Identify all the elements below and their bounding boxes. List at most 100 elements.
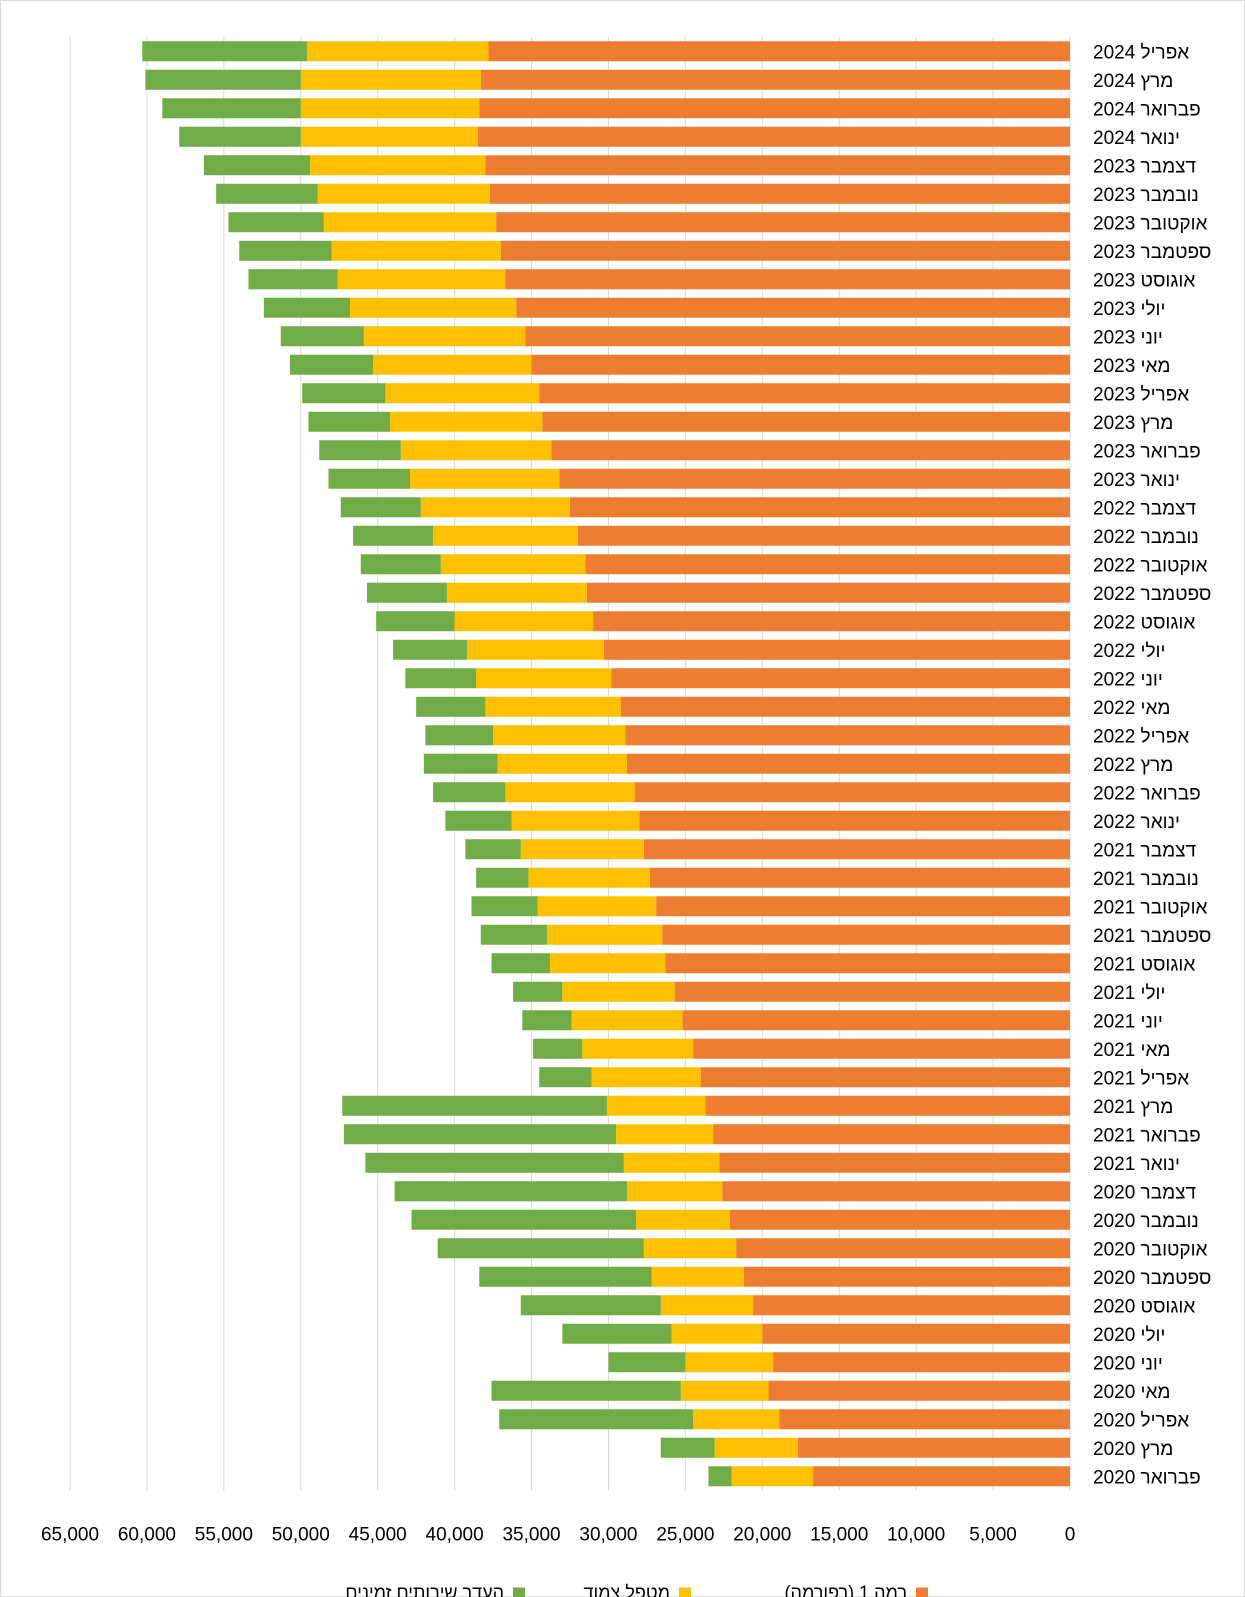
bar-segment-1 xyxy=(713,1124,1070,1145)
bar-segment-2 xyxy=(685,1352,774,1373)
x-axis-ticks: 65,000 60,000 55,000 50,000 45,000 40,000 35,0… xyxy=(41,1525,1075,1546)
bar-segment-3 xyxy=(162,98,301,119)
bar-segment-3 xyxy=(513,981,563,1002)
bar-segment-3 xyxy=(499,1409,694,1430)
bar-segment-3 xyxy=(248,269,338,290)
bar-segment-3 xyxy=(476,867,529,888)
bar-segment-3 xyxy=(394,1181,627,1202)
category-label: ספטמבר 2023 xyxy=(1093,242,1211,263)
category-label: ינואר 2022 xyxy=(1093,812,1180,833)
bar-segment-2 xyxy=(520,839,644,860)
bar-segment-3 xyxy=(479,1266,652,1287)
bar-segment-3 xyxy=(520,1295,661,1316)
category-label: ינואר 2023 xyxy=(1093,470,1180,491)
bar-segment-2 xyxy=(546,924,663,945)
bar-segment-3 xyxy=(290,354,374,375)
bar-segment-2 xyxy=(571,1010,683,1031)
bar-segment-3 xyxy=(239,240,332,261)
bar-segment-3 xyxy=(393,639,467,660)
bar-segment-3 xyxy=(228,212,324,233)
bar-segment-2 xyxy=(433,525,578,546)
bar-segment-2 xyxy=(537,896,657,917)
x-tick-label: 15,000 xyxy=(810,1525,868,1546)
bar-segment-2 xyxy=(331,240,501,261)
bar-segment-3 xyxy=(366,582,447,603)
bar-segment-1 xyxy=(542,411,1070,432)
category-label: דצמבר 2020 xyxy=(1093,1182,1196,1203)
bar-segment-3 xyxy=(145,69,301,90)
category-label: מרץ 2020 xyxy=(1093,1439,1173,1460)
category-label: יוני 2021 xyxy=(1093,1011,1163,1032)
bar-segment-2 xyxy=(660,1295,754,1316)
bar-segment-1 xyxy=(743,1266,1070,1287)
category-label: אוקטובר 2023 xyxy=(1093,213,1208,234)
category-label: אפריל 2020 xyxy=(1093,1410,1189,1431)
bar-segment-1 xyxy=(768,1380,1070,1401)
category-label: יולי 2023 xyxy=(1093,299,1165,320)
bar-segment-3 xyxy=(280,326,364,347)
category-label: ינואר 2021 xyxy=(1093,1154,1180,1175)
bar-segment-3 xyxy=(142,41,307,62)
bar-segment-3 xyxy=(708,1466,732,1487)
legend-label: מטפל צמוד xyxy=(584,1583,670,1597)
bar-segment-2 xyxy=(300,69,481,90)
bar-segment-2 xyxy=(446,582,587,603)
category-label: מאי 2023 xyxy=(1093,356,1170,377)
bar-segment-2 xyxy=(373,354,532,375)
bar-segment-2 xyxy=(300,126,478,147)
bar-segment-1 xyxy=(505,269,1070,290)
bar-segment-1 xyxy=(490,183,1070,204)
bar-segment-3 xyxy=(562,1323,672,1344)
bar-segment-2 xyxy=(623,1152,720,1173)
bar-segment-3 xyxy=(480,924,547,945)
category-label: מרץ 2021 xyxy=(1093,1097,1173,1118)
bar-segment-3 xyxy=(411,1209,637,1230)
bar-segment-3 xyxy=(437,1238,644,1259)
bar-segment-2 xyxy=(636,1209,730,1230)
bar-segment-1 xyxy=(797,1437,1070,1458)
category-label: פברואר 2021 xyxy=(1093,1125,1201,1146)
bar-segment-1 xyxy=(477,126,1070,147)
bar-segment-2 xyxy=(562,981,675,1002)
bar-segment-1 xyxy=(611,668,1070,689)
legend: רמה 1 (רפורמה) מטפל צמוד העדר שירותים זמינ… xyxy=(345,1583,928,1597)
bar-segment-3 xyxy=(533,1038,583,1059)
bar-segment-2 xyxy=(493,725,626,746)
x-tick-label: 60,000 xyxy=(118,1525,176,1546)
bar-segment-2 xyxy=(410,468,560,489)
bar-segment-1 xyxy=(531,354,1070,375)
legend-swatch xyxy=(513,1587,525,1597)
category-labels: אפריל 2024 מרץ 2024 פברואר 2024 ינואר 2024 ד… xyxy=(1093,42,1211,1488)
category-label: אוגוסט 2022 xyxy=(1093,612,1195,633)
category-label: פברואר 2023 xyxy=(1093,441,1201,462)
x-tick-label: 0 xyxy=(1065,1525,1076,1546)
category-label: אוגוסט 2021 xyxy=(1093,954,1195,975)
bar-segment-1 xyxy=(539,383,1070,404)
bar-segment-2 xyxy=(550,953,666,974)
bar-segment-1 xyxy=(626,753,1070,774)
category-label: יוני 2022 xyxy=(1093,669,1163,690)
bar-segment-1 xyxy=(603,639,1070,660)
bar-segment-1 xyxy=(488,41,1070,62)
bar-segment-2 xyxy=(606,1095,706,1116)
bar-segment-2 xyxy=(485,696,621,717)
bar-segment-1 xyxy=(525,326,1070,347)
bar-segment-1 xyxy=(551,440,1070,461)
bar-segment-1 xyxy=(682,1010,1070,1031)
category-label: אוקטובר 2021 xyxy=(1093,897,1208,918)
bar-segment-1 xyxy=(813,1466,1070,1487)
bar-segment-2 xyxy=(390,411,543,432)
bar-segment-1 xyxy=(762,1323,1070,1344)
x-tick-label: 50,000 xyxy=(272,1525,330,1546)
bar-segment-3 xyxy=(539,1067,592,1088)
bar-segment-2 xyxy=(337,269,506,290)
category-label: מרץ 2023 xyxy=(1093,413,1173,434)
bar-segment-1 xyxy=(705,1095,1070,1116)
bar-segment-3 xyxy=(308,411,390,432)
bar-segment-3 xyxy=(203,155,310,176)
bar-segment-2 xyxy=(591,1067,701,1088)
bar-segment-2 xyxy=(671,1323,763,1344)
category-label: אוקטובר 2020 xyxy=(1093,1239,1208,1260)
bar-segment-1 xyxy=(559,468,1070,489)
